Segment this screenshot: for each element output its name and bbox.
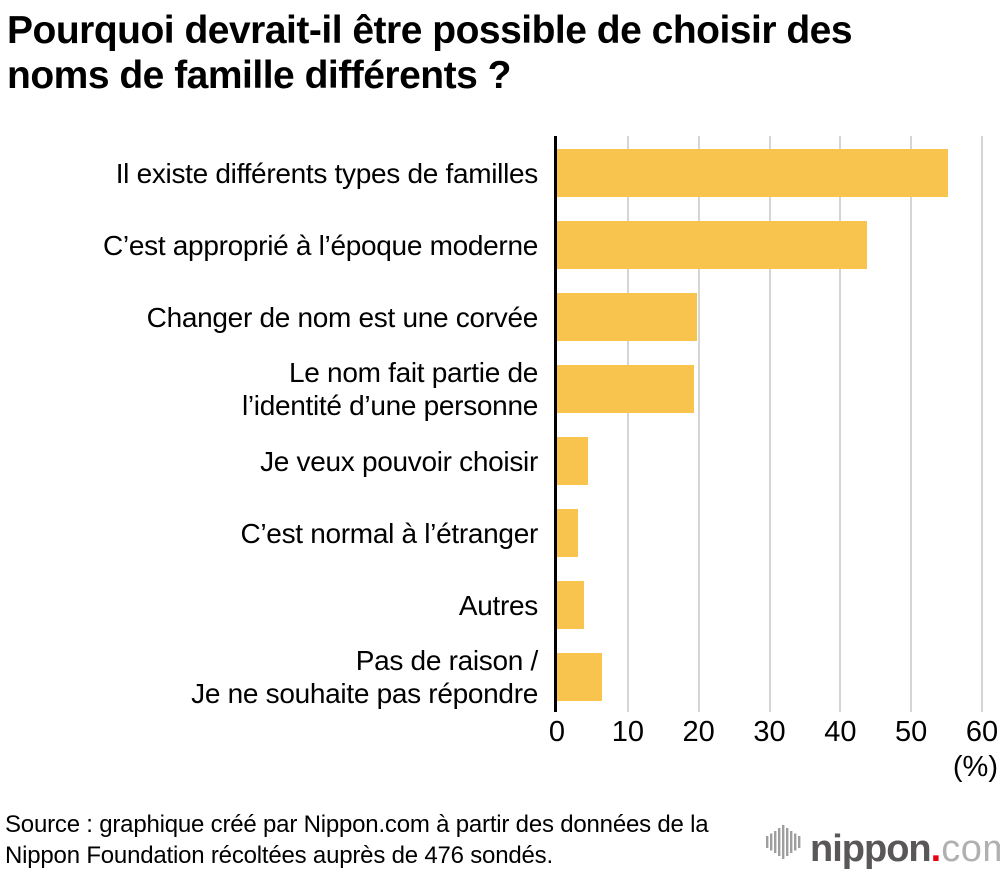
bar bbox=[557, 653, 602, 701]
x-tick-label: 40 bbox=[824, 716, 857, 748]
category-label-text: Autres bbox=[458, 589, 538, 621]
gridline bbox=[981, 136, 983, 712]
category-label-text: C’est normal à l’étranger bbox=[240, 517, 538, 549]
logo-brand-text: nippon bbox=[810, 828, 932, 870]
bar bbox=[557, 221, 868, 269]
bar bbox=[557, 437, 589, 485]
gridline bbox=[839, 136, 842, 712]
category-label: Le nom fait partie de l’identité d’une p… bbox=[0, 357, 538, 421]
category-label: Autres bbox=[0, 581, 538, 629]
category-label-text: Changer de nom est une corvée bbox=[146, 301, 539, 333]
bar bbox=[557, 149, 948, 197]
x-tick-label: 10 bbox=[611, 716, 644, 748]
category-label-text: C’est approprié à l’époque moderne bbox=[103, 229, 538, 261]
category-label: C’est normal à l’étranger bbox=[0, 509, 538, 557]
category-label: Je veux pouvoir choisir bbox=[0, 437, 538, 485]
source-note: Source : graphique créé par Nippon.com à… bbox=[5, 811, 709, 869]
category-label: C’est approprié à l’époque moderne bbox=[0, 221, 538, 269]
x-tick-label: 20 bbox=[682, 716, 715, 748]
x-tick-label: 30 bbox=[753, 716, 786, 748]
category-label: Changer de nom est une corvée bbox=[0, 293, 539, 341]
bar bbox=[557, 365, 694, 413]
category-label-text: Il existe différents types de familles bbox=[115, 157, 539, 189]
gridline bbox=[626, 136, 629, 712]
bar bbox=[557, 509, 578, 557]
x-tick-label: 60 bbox=[965, 716, 999, 748]
category-label: Il existe différents types de familles bbox=[0, 149, 539, 197]
logo-red-dot: . bbox=[930, 828, 942, 870]
category-label-text: Pas de raison / Je ne souhaite pas répon… bbox=[191, 645, 538, 709]
x-tick-label: 0 bbox=[548, 716, 566, 748]
gridline bbox=[768, 136, 771, 712]
logo-tld-text: com bbox=[941, 828, 1000, 870]
chart-title: Pourquoi devrait-il être possible de cho… bbox=[7, 9, 853, 97]
plot-area bbox=[554, 136, 983, 712]
bar bbox=[557, 293, 698, 341]
gridline bbox=[910, 136, 913, 712]
x-axis-unit-label: (%) bbox=[952, 751, 998, 783]
soundwave-icon bbox=[766, 825, 801, 859]
bar bbox=[557, 581, 584, 629]
category-label: Pas de raison / Je ne souhaite pas répon… bbox=[0, 645, 538, 709]
category-label-text: Je veux pouvoir choisir bbox=[260, 445, 538, 477]
x-tick-label: 50 bbox=[895, 716, 928, 748]
category-label-text: Le nom fait partie de l’identité d’une p… bbox=[241, 357, 538, 421]
gridline bbox=[697, 136, 700, 712]
nippon-logo: nippon. com bbox=[766, 816, 1000, 868]
